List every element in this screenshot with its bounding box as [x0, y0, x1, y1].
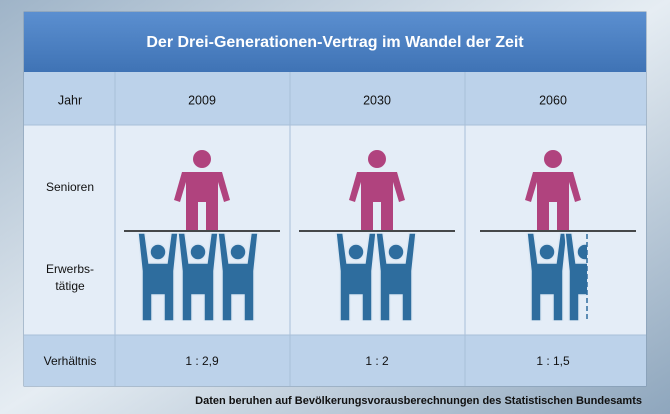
row-label: Erwerbs-	[46, 262, 94, 276]
row-label: Jahr	[58, 93, 82, 107]
ratio: 1 : 2	[365, 354, 389, 368]
title: Der Drei-Generationen-Vertrag im Wandel …	[146, 34, 524, 51]
year: 2009	[188, 93, 216, 107]
year: 2060	[539, 93, 567, 107]
row-label: Verhältnis	[44, 354, 97, 368]
footnote: Daten beruhen auf Bevölkerungsvorausbere…	[195, 395, 642, 407]
row-label: tätige	[55, 279, 85, 293]
year: 2030	[363, 93, 391, 107]
infographic: Der Drei-Generationen-Vertrag im Wandel …	[0, 0, 670, 414]
ratio: 1 : 1,5	[536, 354, 570, 368]
ratio: 1 : 2,9	[185, 354, 219, 368]
row-label: Senioren	[46, 180, 94, 194]
